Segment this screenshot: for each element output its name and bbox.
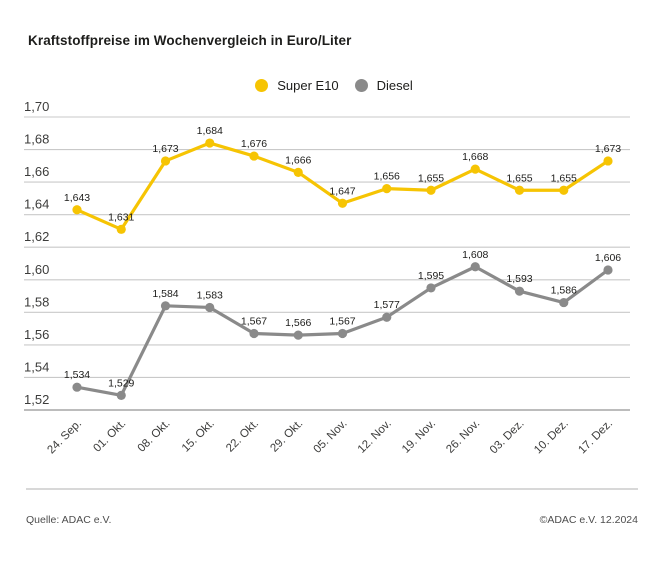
data-point-label: 1,668 <box>462 151 488 163</box>
x-tick-label: 03. Dez. <box>488 418 527 457</box>
data-point-label: 1,655 <box>418 172 444 184</box>
chart-title: Kraftstoffpreise im Wochenvergleich in E… <box>28 33 352 48</box>
y-tick-label: 1,56 <box>24 327 49 342</box>
data-point-super-e10 <box>382 184 392 194</box>
legend-item-super-e10: Super E10 <box>255 78 339 93</box>
data-point-diesel <box>603 265 613 275</box>
data-point-label: 1,643 <box>64 192 90 204</box>
data-point-super-e10 <box>293 167 303 177</box>
data-point-super-e10 <box>160 156 171 166</box>
data-point-super-e10 <box>514 185 525 195</box>
data-point-label: 1,566 <box>285 317 311 329</box>
x-tick-label: 19. Nov. <box>400 418 438 456</box>
data-point-diesel <box>559 297 569 308</box>
data-point-label: 1,684 <box>197 125 223 137</box>
data-point-super-e10 <box>249 151 259 161</box>
x-tick-label: 05. Nov. <box>311 418 349 456</box>
data-point-label: 1,583 <box>197 289 223 301</box>
data-point-diesel <box>470 262 480 272</box>
y-tick-label: 1,68 <box>24 132 49 147</box>
data-point-super-e10 <box>559 185 569 195</box>
data-point-label: 1,608 <box>462 249 488 261</box>
y-tick-label: 1,66 <box>24 164 49 179</box>
copyright-note: ©ADAC e.V. 12.2024 <box>539 514 638 526</box>
x-tick-label: 08. Okt. <box>136 418 173 455</box>
data-point-diesel <box>205 302 215 313</box>
data-point-label: 1,631 <box>108 211 134 223</box>
data-point-label: 1,586 <box>551 285 577 297</box>
y-tick-label: 1,60 <box>24 262 49 277</box>
data-point-label: 1,666 <box>285 154 311 166</box>
data-point-diesel <box>426 283 436 293</box>
x-tick-label: 12. Nov. <box>356 418 394 456</box>
legend-dot-super-e10 <box>255 79 269 92</box>
x-tick-label: 17. Dez. <box>576 418 615 457</box>
data-point-super-e10 <box>72 205 82 215</box>
data-point-diesel <box>337 328 348 339</box>
data-point-label: 1,593 <box>506 273 532 285</box>
data-point-diesel <box>160 301 171 311</box>
x-tick-label: 01. Okt. <box>91 418 128 455</box>
data-point-diesel <box>249 328 259 339</box>
x-tick-label: 22. Okt. <box>224 418 261 455</box>
data-point-super-e10 <box>470 164 480 174</box>
data-point-label: 1,577 <box>374 299 400 311</box>
data-point-label: 1,595 <box>418 270 444 282</box>
data-point-diesel <box>116 390 126 400</box>
data-point-label: 1,673 <box>152 143 178 155</box>
data-point-label: 1,567 <box>329 315 355 327</box>
y-tick-label: 1,58 <box>24 294 49 309</box>
data-point-label: 1,673 <box>595 143 621 155</box>
data-point-label: 1,676 <box>241 138 267 150</box>
legend-item-diesel: Diesel <box>354 78 413 93</box>
y-tick-label: 1,64 <box>24 197 49 212</box>
data-point-label: 1,534 <box>64 369 90 381</box>
data-point-diesel <box>72 382 82 392</box>
data-point-diesel <box>382 312 392 322</box>
data-point-diesel <box>293 330 303 340</box>
data-point-super-e10 <box>337 198 348 208</box>
data-point-label: 1,656 <box>374 171 400 183</box>
data-point-label: 1,606 <box>595 252 621 264</box>
data-point-super-e10 <box>205 138 215 148</box>
y-tick-label: 1,52 <box>24 392 49 407</box>
source-note: Quelle: ADAC e.V. <box>26 514 112 526</box>
y-tick-label: 1,62 <box>24 229 49 244</box>
y-tick-label: 1,70 <box>24 99 49 114</box>
x-tick-label: 10. Dez. <box>532 418 571 457</box>
data-point-label: 1,655 <box>506 172 532 184</box>
x-tick-label: 26. Nov. <box>444 418 482 456</box>
fuel-price-line-chart: 1,70 1,68 1,66 1,64 1,62 1,60 1,58 1,56 1,54 1,52… <box>24 99 630 457</box>
data-point-label: 1,647 <box>329 185 355 197</box>
data-point-label: 1,529 <box>108 377 134 389</box>
legend-dot-diesel <box>354 79 368 92</box>
data-point-label: 1,567 <box>241 315 267 327</box>
legend-label: Diesel <box>376 78 413 93</box>
data-point-super-e10 <box>426 185 436 195</box>
y-tick-label: 1,54 <box>24 359 49 374</box>
x-tick-label: 29. Okt. <box>268 418 305 455</box>
x-tick-label: 24. Sep. <box>45 418 84 457</box>
data-point-super-e10 <box>116 224 126 234</box>
data-point-super-e10 <box>603 156 613 166</box>
legend-label: Super E10 <box>277 78 339 93</box>
footer-divider <box>26 488 638 490</box>
x-tick-label: 15. Okt. <box>180 418 217 455</box>
data-point-label: 1,655 <box>551 172 577 184</box>
data-point-label: 1,584 <box>152 288 178 300</box>
data-point-diesel <box>514 286 525 296</box>
legend: Super E10 Diesel <box>0 78 668 93</box>
